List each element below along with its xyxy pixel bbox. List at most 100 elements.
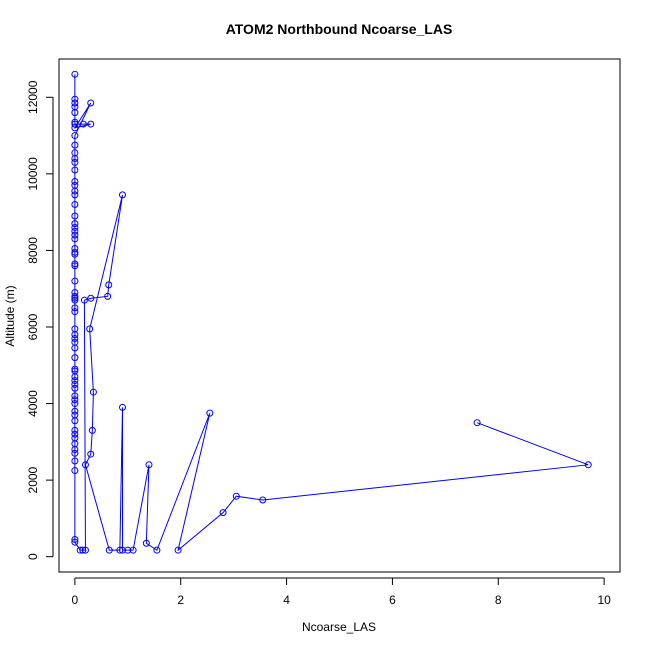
data-point (71, 227, 79, 235)
x-tick-label: 6 (389, 593, 396, 607)
data-point (71, 457, 79, 465)
data-point (71, 248, 79, 256)
data-point (71, 365, 79, 373)
data-point (71, 158, 79, 166)
data-point (79, 546, 87, 554)
data-point (142, 539, 150, 547)
data-point (71, 223, 79, 231)
y-tick-label: 8000 (26, 237, 40, 264)
data-point (71, 392, 79, 400)
data-point (87, 294, 95, 302)
x-tick-label: 10 (597, 593, 611, 607)
data-point (71, 220, 79, 228)
data-point (71, 308, 79, 316)
data-point (71, 354, 79, 362)
data-point (71, 294, 79, 302)
x-tick-label: 8 (495, 593, 502, 607)
chart-title: ATOM2 Northbound Ncoarse_LAS (226, 21, 453, 37)
data-point (124, 546, 132, 554)
y-tick-label: 0 (26, 553, 40, 560)
data-point (145, 461, 153, 469)
data-point (71, 296, 79, 304)
data-point (71, 277, 79, 285)
data-point (105, 281, 113, 289)
data-point (71, 331, 79, 339)
data-point (71, 250, 79, 258)
data-point (71, 231, 79, 239)
data-point (71, 187, 79, 195)
data-point (116, 546, 124, 554)
data-point (71, 166, 79, 174)
data-point (71, 344, 79, 352)
data-point (86, 325, 94, 333)
data-point (153, 546, 161, 554)
data-point (219, 509, 227, 517)
data-point (473, 419, 481, 427)
data-point (104, 292, 112, 300)
data-point (119, 546, 127, 554)
data-point (71, 292, 79, 300)
data-point (71, 417, 79, 425)
data-point (71, 400, 79, 408)
data-point (87, 450, 95, 458)
x-tick-label: 2 (177, 593, 184, 607)
data-point (71, 377, 79, 385)
data-point (71, 141, 79, 149)
data-point (71, 212, 79, 220)
data-point (105, 546, 113, 554)
data-point (71, 95, 79, 103)
y-tick-label: 10000 (26, 157, 40, 191)
data-point (71, 262, 79, 270)
data-point (71, 124, 79, 132)
y-tick-label: 6000 (26, 313, 40, 340)
plot-frame (58, 58, 621, 573)
data-point (71, 449, 79, 457)
data-point (87, 120, 95, 128)
series-line (73, 74, 589, 552)
data-point (71, 430, 79, 438)
data-point (119, 191, 127, 199)
data-point (71, 396, 79, 404)
data-point (71, 191, 79, 199)
data-point (71, 426, 79, 434)
data-point (119, 403, 127, 411)
data-point (71, 334, 79, 342)
data-point (71, 99, 79, 107)
data-point (71, 200, 79, 208)
series-lines (73, 74, 589, 552)
data-point (71, 373, 79, 381)
y-axis-label: Altitude (m) (3, 285, 17, 346)
data-point (80, 296, 88, 304)
x-axis: 0 2 4 6 8 10 (72, 577, 611, 607)
data-point (71, 467, 79, 475)
data-point (174, 546, 182, 554)
data-point (71, 70, 79, 78)
data-point (71, 260, 79, 268)
x-axis-label: Ncoarse_LAS (302, 620, 376, 634)
data-point (232, 492, 240, 500)
data-point (71, 109, 79, 117)
data-point (206, 409, 214, 417)
data-point (71, 538, 79, 546)
data-point (71, 155, 79, 163)
data-point (71, 120, 79, 128)
data-point (71, 304, 79, 312)
data-point (259, 496, 267, 504)
data-point (129, 546, 137, 554)
data-point (79, 120, 87, 128)
data-point (584, 461, 592, 469)
data-point (71, 384, 79, 392)
data-point (71, 178, 79, 186)
x-tick-label: 4 (283, 593, 290, 607)
data-point (71, 445, 79, 453)
data-point (81, 546, 89, 554)
data-point (71, 235, 79, 243)
data-point (71, 407, 79, 415)
y-axis: 0 2000 4000 6000 8000 10000 12000 (26, 80, 54, 560)
data-point (81, 461, 89, 469)
data-point (71, 380, 79, 388)
data-point (87, 99, 95, 107)
x-tick-label: 0 (72, 593, 79, 607)
y-tick-label: 2000 (26, 466, 40, 493)
